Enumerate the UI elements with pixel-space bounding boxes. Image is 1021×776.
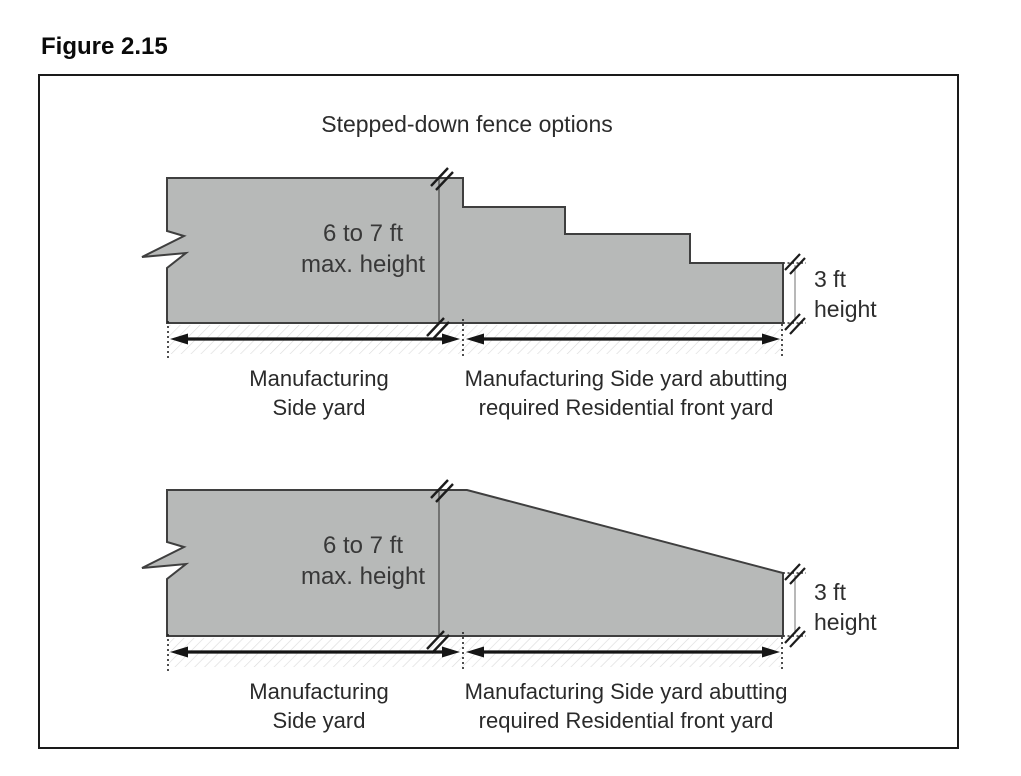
height-dimension-3ft (783, 563, 806, 648)
extension-ticks (167, 319, 783, 359)
side-yard-line2: Side yard (272, 395, 366, 420)
three-ft-height-label: 3 ft height (814, 577, 877, 637)
height-dimension-3ft (783, 253, 806, 335)
max-height-line2: max. height (300, 251, 426, 278)
sloped-fence-diagram (141, 479, 806, 672)
break-marks-height (784, 253, 806, 335)
diagram-title: Stepped-down fence options (321, 111, 613, 137)
side-yard-label: Manufacturing Side yard (249, 364, 388, 422)
max-height-line2: max. height (300, 563, 426, 590)
max-height-line1: 6 to 7 ft (322, 532, 404, 559)
three-ft-line1: 3 ft (814, 579, 846, 605)
stepped-fence-diagram (141, 167, 806, 359)
side-yard-span-arrow (170, 646, 460, 658)
abutting-yard-label: Manufacturing Side yard abutting require… (465, 364, 788, 422)
max-height-label: 6 to 7 ft max. height (301, 218, 425, 280)
abutting-yard-span-arrow (466, 333, 780, 345)
side-yard-line1: Manufacturing (249, 679, 389, 704)
stepped-fence-shape (141, 177, 784, 324)
abutting-yard-line2: required Residential front yard (478, 708, 774, 733)
break-marks-divider (426, 479, 454, 654)
side-yard-span-arrow (170, 333, 460, 345)
side-yard-label: Manufacturing Side yard (249, 677, 388, 735)
three-ft-line2: height (814, 296, 877, 322)
side-yard-line2: Side yard (272, 708, 366, 733)
side-yard-line1: Manufacturing (249, 366, 389, 391)
max-height-label: 6 to 7 ft max. height (301, 530, 425, 592)
three-ft-line2: height (814, 609, 877, 635)
sloped-fence-shape (141, 489, 784, 637)
break-marks-height (784, 563, 806, 648)
abutting-yard-label: Manufacturing Side yard abutting require… (465, 677, 788, 735)
break-marks-divider (426, 167, 454, 341)
abutting-yard-line1: Manufacturing Side yard abutting (464, 366, 788, 391)
abutting-yard-line1: Manufacturing Side yard abutting (464, 679, 788, 704)
max-height-line1: 6 to 7 ft (322, 220, 404, 247)
abutting-yard-span-arrow (466, 646, 780, 658)
figure-caption: Figure 2.15 (41, 33, 168, 60)
three-ft-line1: 3 ft (814, 266, 846, 292)
abutting-yard-line2: required Residential front yard (478, 395, 774, 420)
extension-ticks (167, 632, 783, 672)
three-ft-height-label: 3 ft height (814, 264, 877, 324)
